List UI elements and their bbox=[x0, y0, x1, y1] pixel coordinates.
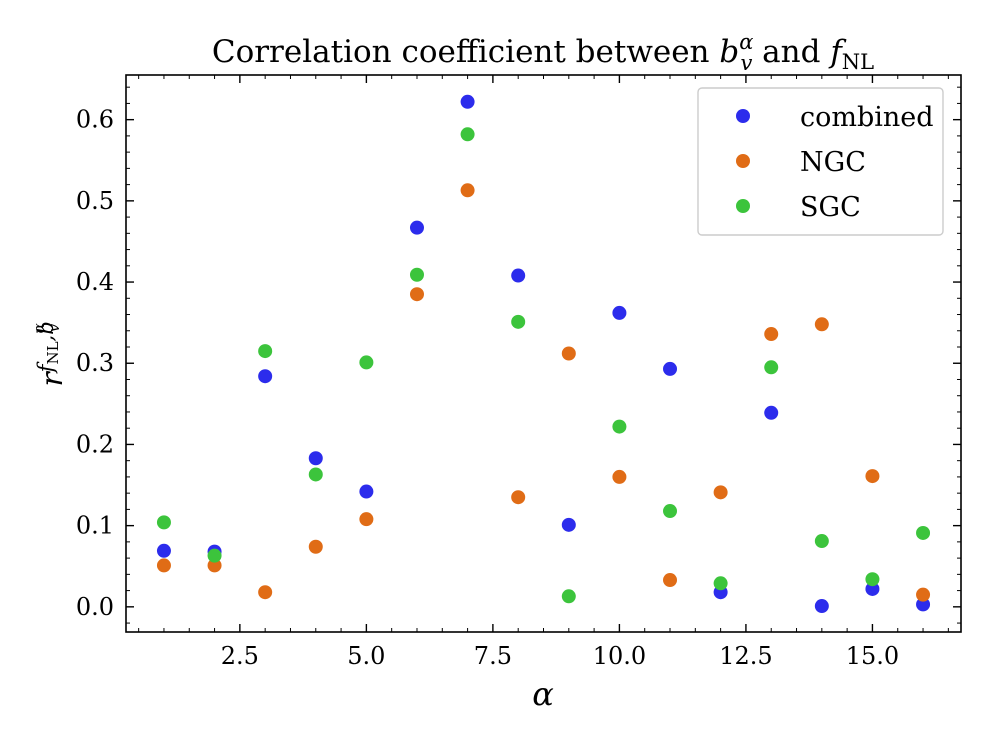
point-sgc-1 bbox=[156, 515, 171, 530]
point-combined-4 bbox=[308, 451, 323, 466]
point-combined-1 bbox=[156, 543, 171, 558]
point-combined-14 bbox=[814, 599, 829, 614]
point-sgc-9 bbox=[561, 589, 576, 604]
point-ngc-3 bbox=[258, 585, 273, 600]
x-tick-label: 7.5 bbox=[474, 642, 512, 670]
y-tick-label: 0.1 bbox=[76, 512, 114, 540]
legend-marker-sgc bbox=[736, 199, 750, 213]
point-ngc-9 bbox=[561, 346, 576, 361]
point-ngc-7 bbox=[460, 183, 475, 198]
axis-ticks: 2.5 5.0 7.5 10.0 12.5 15.0 0.0 0.1 0.2 0.3 0.4 0.5 0… bbox=[76, 75, 961, 670]
point-ngc-4 bbox=[308, 539, 323, 554]
point-ngc-8 bbox=[511, 490, 526, 505]
point-combined-8 bbox=[511, 268, 526, 283]
point-sgc-14 bbox=[814, 534, 829, 549]
point-combined-13 bbox=[764, 405, 779, 420]
point-combined-10 bbox=[612, 305, 627, 320]
chart-title: Correlation coefficient between bα v and … bbox=[212, 30, 874, 75]
legend-box bbox=[697, 87, 944, 236]
legend-label-ngc: NGC bbox=[800, 147, 866, 178]
point-combined-3 bbox=[258, 369, 273, 384]
point-combined-15 bbox=[865, 581, 880, 596]
point-sgc-6 bbox=[409, 267, 424, 282]
point-ngc-11 bbox=[663, 573, 678, 588]
point-ngc-16 bbox=[916, 587, 931, 602]
point-ngc-12 bbox=[713, 485, 728, 500]
legend-marker-combined bbox=[736, 109, 750, 123]
point-ngc-10 bbox=[612, 469, 627, 484]
y-tick-label: 0.4 bbox=[76, 268, 114, 296]
point-ngc-15 bbox=[865, 469, 880, 484]
legend-marker-ngc bbox=[736, 154, 750, 168]
point-ngc-5 bbox=[359, 512, 374, 527]
data-points bbox=[156, 94, 931, 614]
point-ngc-1 bbox=[156, 558, 171, 573]
point-ngc-14 bbox=[814, 317, 829, 332]
point-sgc-2 bbox=[207, 548, 222, 563]
legend-label-combined: combined bbox=[800, 102, 934, 133]
point-sgc-5 bbox=[359, 355, 374, 370]
point-sgc-10 bbox=[612, 419, 627, 434]
point-combined-7 bbox=[460, 94, 475, 109]
point-ngc-2 bbox=[207, 558, 222, 573]
point-ngc-6 bbox=[409, 287, 424, 302]
x-tick-label: 15.0 bbox=[846, 642, 899, 670]
legend-label-sgc: SGC bbox=[800, 192, 861, 223]
y-tick-label: 0.2 bbox=[76, 430, 114, 458]
y-tick-label: 0.6 bbox=[76, 106, 114, 134]
point-sgc-7 bbox=[460, 127, 475, 142]
y-tick-label: 0.0 bbox=[76, 593, 114, 621]
point-sgc-13 bbox=[764, 360, 779, 375]
point-combined-6 bbox=[409, 220, 424, 235]
point-sgc-8 bbox=[511, 314, 526, 329]
x-tick-label: 12.5 bbox=[719, 642, 772, 670]
x-axis-label: α bbox=[532, 675, 554, 713]
point-sgc-4 bbox=[308, 467, 323, 482]
point-ngc-13 bbox=[764, 327, 779, 342]
point-combined-11 bbox=[663, 361, 678, 376]
y-axis-label: rfNL,bαv bbox=[30, 321, 70, 386]
point-sgc-3 bbox=[258, 344, 273, 359]
point-combined-9 bbox=[561, 517, 576, 532]
y-tick-label: 0.5 bbox=[76, 187, 114, 215]
point-sgc-11 bbox=[663, 504, 678, 519]
x-tick-label: 5.0 bbox=[347, 642, 385, 670]
point-combined-16 bbox=[916, 597, 931, 612]
point-combined-5 bbox=[359, 484, 374, 499]
legend: combined NGC SGC bbox=[697, 87, 944, 236]
point-sgc-15 bbox=[865, 572, 880, 587]
y-tick-label: 0.3 bbox=[76, 349, 114, 377]
x-tick-label: 2.5 bbox=[221, 642, 259, 670]
point-sgc-12 bbox=[713, 576, 728, 591]
point-sgc-16 bbox=[916, 525, 931, 540]
x-tick-label: 10.0 bbox=[593, 642, 646, 670]
